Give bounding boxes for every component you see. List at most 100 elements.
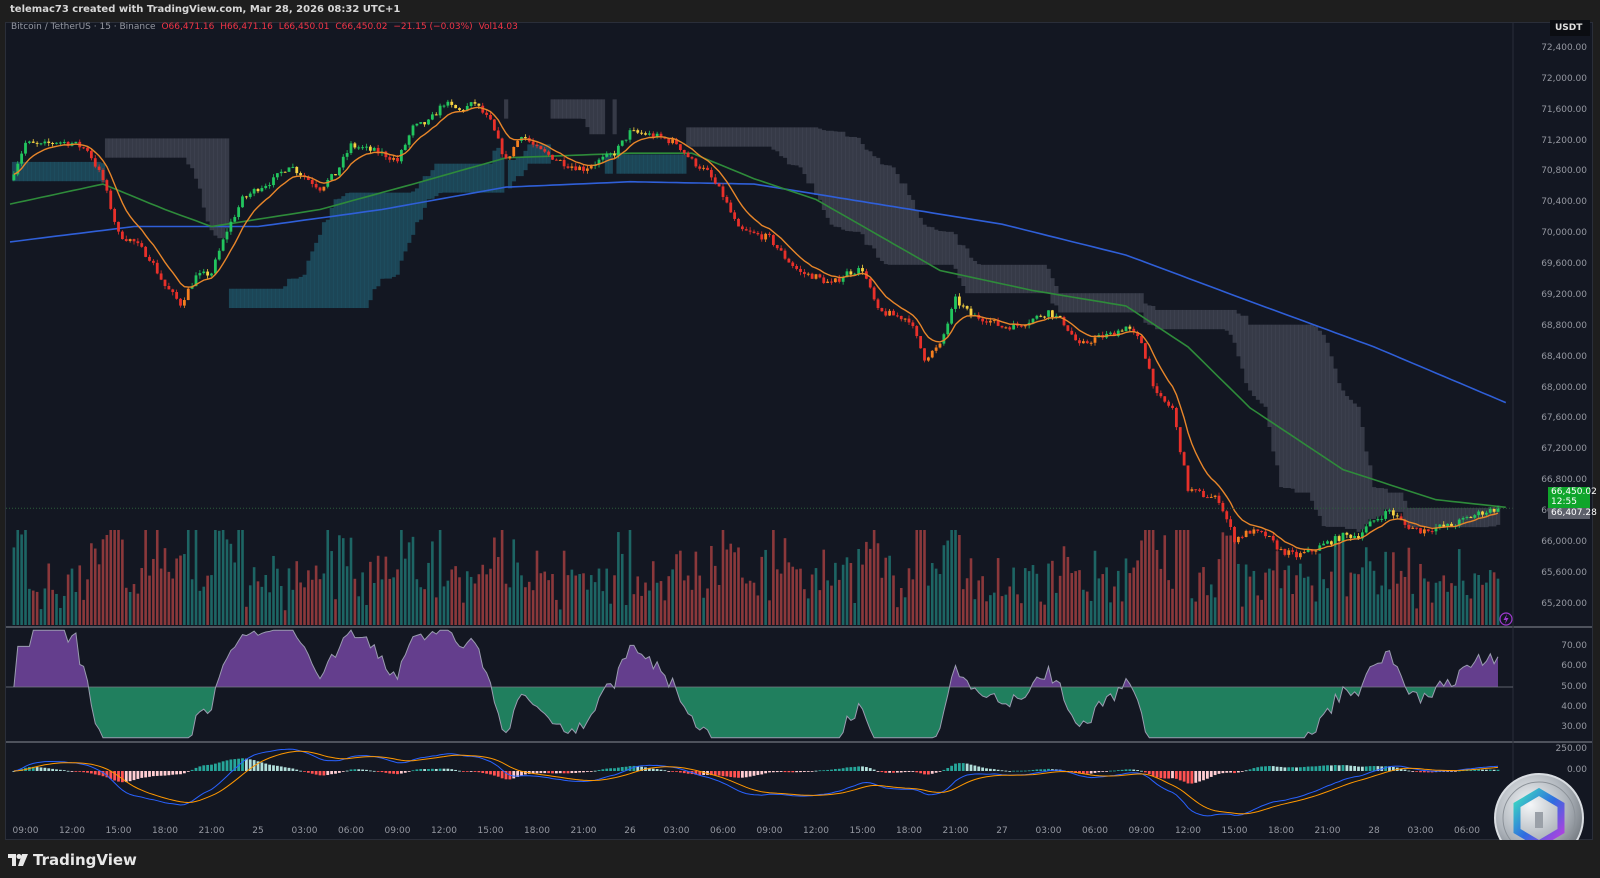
volume-bar [717, 584, 721, 625]
macd-histogram-bar [841, 768, 845, 771]
cloud-band-segment [721, 127, 726, 147]
macd-histogram-bar [66, 770, 70, 772]
volume-bar [551, 574, 554, 625]
cloud-band-segment [639, 154, 644, 174]
candle [171, 289, 175, 293]
candle [43, 141, 47, 144]
volume-bar [1415, 608, 1418, 625]
cloud-band-segment [1085, 293, 1090, 313]
volume-bar [295, 561, 299, 625]
volume-bar [1252, 570, 1256, 625]
candle [275, 173, 279, 178]
cloud-band-segment [1306, 324, 1311, 493]
candle [888, 310, 892, 316]
cloud-band-segment [674, 154, 679, 174]
cloud-band-segment [1399, 492, 1404, 512]
symbol-name[interactable]: Bitcoin / TetherUS · 15 · Binance [11, 22, 156, 32]
macd-histogram-bar [1128, 769, 1132, 771]
volume-bar [818, 590, 822, 625]
macd-histogram-bar [554, 771, 558, 774]
volume-bar [690, 589, 694, 625]
volume-bar [985, 601, 988, 625]
tradingview-logo[interactable]: TradingView [8, 851, 137, 869]
candle [826, 281, 830, 284]
macd-histogram-bar [43, 767, 47, 771]
candle [403, 144, 407, 151]
candle [1267, 535, 1271, 537]
candle [51, 143, 55, 145]
volume-bar [403, 558, 407, 625]
secondary-price-label: 66,407.28 [1548, 508, 1597, 519]
volume-bar [152, 558, 155, 625]
candle [74, 141, 78, 144]
cloud-band-segment [659, 154, 664, 174]
cloud-band-segment [918, 217, 923, 265]
cloud-band-segment [1437, 507, 1443, 528]
top-bar: telemac73 created with TradingView.com, … [0, 0, 1600, 22]
volume-bar [996, 558, 1000, 625]
macd-histogram-bar [407, 771, 411, 772]
macd-histogram-bar [12, 771, 16, 772]
volume-bar [1225, 535, 1229, 625]
volume-bar [733, 552, 736, 625]
macd-histogram-bar [368, 770, 372, 772]
volume-bar [1287, 565, 1291, 625]
volume-bar [725, 549, 729, 625]
candle [1023, 325, 1027, 327]
volume-bar [1388, 589, 1391, 625]
cloud-band-segment [480, 163, 485, 193]
volume-bar [861, 564, 864, 625]
volume-bar [1438, 581, 1442, 625]
time-tick-label: 18:00 [1268, 826, 1294, 836]
cloud-band-segment [531, 144, 536, 164]
currency-button[interactable]: USDT [1550, 20, 1590, 36]
cloud-band-segment [1093, 293, 1098, 313]
macd-histogram-bar [1368, 766, 1372, 771]
candle [384, 151, 388, 158]
legend-volume: Vol14.03 [478, 22, 518, 32]
volume-bar [1450, 583, 1453, 625]
candle [791, 262, 795, 266]
cloud-band-segment [1236, 313, 1241, 357]
macd-histogram-bar [1333, 765, 1337, 771]
candle [1081, 341, 1085, 344]
candle [20, 153, 24, 164]
rsi-tick-label: 50.00 [1561, 681, 1587, 692]
macd-histogram-bar [721, 771, 725, 777]
lightning-icon[interactable] [1499, 612, 1513, 626]
macd-histogram-bar [1349, 765, 1353, 771]
time-tick-label: 18:00 [896, 826, 922, 836]
candle [1151, 368, 1155, 387]
macd-histogram-bar [1360, 766, 1364, 771]
volume-bar [202, 586, 206, 625]
candle [733, 212, 737, 219]
time-tick-label: 25 [252, 826, 264, 836]
candle [101, 169, 105, 181]
macd-histogram-bar [709, 771, 713, 776]
time-tick-label: 21:00 [570, 826, 597, 836]
candle [1291, 550, 1295, 552]
candle [899, 315, 903, 320]
cloud-band-segment [128, 138, 133, 158]
macd-histogram-bar [128, 771, 132, 782]
cloud-band-segment [1445, 507, 1450, 528]
volume-bar [810, 574, 814, 625]
candle [283, 171, 287, 173]
macd-histogram-bar [957, 763, 961, 771]
cloud-band-segment [961, 245, 966, 287]
cloud-band-segment [318, 234, 323, 309]
volume-bar [1233, 530, 1236, 625]
macd-histogram-bar [1236, 771, 1240, 773]
macd-histogram-bar [671, 771, 675, 772]
macd-histogram-bar [895, 771, 899, 773]
macd-histogram-bar [1132, 769, 1136, 771]
cloud-band-segment [1147, 305, 1152, 325]
candle [349, 143, 353, 154]
cloud-band-segment [1077, 293, 1082, 313]
volume-bar [822, 549, 826, 625]
candle [1043, 316, 1047, 318]
time-tick-label: 06:00 [338, 826, 364, 836]
price-tick-label: 65,600.00 [1541, 567, 1587, 578]
candle [655, 133, 659, 138]
